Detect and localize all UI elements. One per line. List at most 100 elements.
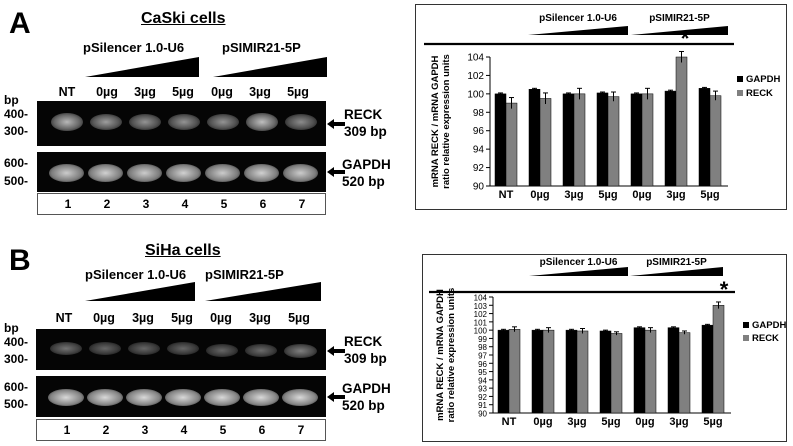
gapdh-gene-label: GAPDH 520 bp	[342, 380, 391, 414]
bar-reck	[712, 305, 725, 414]
lane-label: 0µg	[211, 85, 233, 99]
bar-reck	[542, 329, 555, 414]
bar-chart-b: * pSilencer 1.0-U6 pSIMIR21-5P 909192939495…	[429, 257, 786, 428]
dose-wedge	[630, 267, 723, 276]
lane-number: 2	[103, 197, 111, 211]
dose-wedge-control	[85, 57, 199, 77]
reck-band	[285, 114, 317, 130]
lane-label: 3µg	[134, 85, 156, 99]
bar-reck	[539, 98, 552, 187]
dose-wedge-mir	[205, 282, 321, 301]
reck-arrow-icon	[327, 119, 345, 129]
bar-gapdh	[497, 329, 510, 414]
legend-swatch	[743, 322, 749, 328]
x-tick-label: 0µg	[533, 416, 552, 428]
marker-400: 400-	[4, 335, 29, 349]
reck-gel	[36, 329, 326, 370]
band-size: 520 bp	[342, 398, 385, 413]
gapdh-band	[165, 389, 201, 406]
lane-label: 5µg	[172, 85, 194, 99]
lane-number: 1	[63, 423, 71, 437]
bar-gapdh	[565, 329, 578, 414]
lane-label: 5µg	[171, 311, 193, 325]
bar-gapdh	[599, 330, 612, 414]
y-axis-label: mRNA RECK / mRNA GAPDH	[435, 289, 446, 421]
band-size: 520 bp	[342, 174, 385, 189]
bar-reck	[678, 332, 691, 414]
lane-number-row: 1 2 3 4 5 6 7	[36, 419, 326, 441]
dose-wedge	[528, 26, 628, 35]
reck-band	[90, 114, 122, 130]
gapdh-band	[243, 389, 279, 406]
gapdh-band	[283, 164, 318, 182]
y-tick-label: 96	[478, 360, 487, 369]
lane-label: 3µg	[132, 311, 154, 325]
reck-gene-label: RECK 309 bp	[344, 106, 387, 140]
lane-label: 0µg	[96, 85, 118, 99]
y-tick-label: 100	[467, 89, 484, 100]
lane-label: 0µg	[93, 311, 115, 325]
bp-unit: bp	[4, 321, 19, 335]
bar-reck	[644, 329, 657, 414]
marker-500: 500-	[4, 397, 29, 411]
x-tick-label: 5µg	[598, 189, 617, 201]
y-tick-label: 103	[474, 302, 488, 311]
legend-label: RECK	[746, 88, 773, 99]
chart-box-b: * pSilencer 1.0-U6 pSIMIR21-5P 90 91 92 93 94 95…	[422, 254, 787, 442]
lane-label: NT	[55, 311, 73, 325]
gapdh-gel	[36, 376, 326, 417]
marker-300: 300-	[4, 124, 29, 138]
reck-band	[51, 113, 83, 131]
marker-400: 400-	[4, 107, 29, 121]
x-tick-label: 5µg	[700, 189, 719, 201]
vector-label-control: pSilencer 1.0-U6	[83, 40, 185, 55]
lane-number: 2	[102, 423, 110, 437]
reck-band	[89, 342, 121, 355]
x-tick-label: 0µg	[632, 189, 651, 201]
dose-wedge-mir	[213, 57, 327, 77]
bar-gapdh	[698, 88, 711, 187]
bar-gapdh	[630, 93, 643, 187]
y-tick-label: 90	[473, 182, 485, 193]
dose-wedge-control	[85, 282, 195, 301]
cell-line-title: SiHa cells	[145, 242, 221, 259]
reck-band	[245, 344, 277, 357]
lane-number: 5	[220, 197, 228, 211]
lane-number: 3	[142, 197, 150, 211]
chart-box-a: * pSilencer 1.0-U6 pSIMIR21-5P 90 92 94 96 98 10…	[415, 4, 787, 210]
y-tick-label: 98	[473, 108, 485, 119]
band-size: 309 bp	[344, 351, 387, 366]
bar-reck	[709, 95, 722, 187]
legend-label: GAPDH	[752, 320, 786, 331]
bar-gapdh	[494, 93, 507, 187]
lane-number: 3	[141, 423, 149, 437]
vector-label: pSIMIR21-5P	[649, 13, 710, 24]
y-tick-label: 96	[473, 126, 485, 137]
lane-number: 7	[297, 423, 305, 437]
reck-band	[206, 344, 238, 357]
reck-band	[129, 114, 161, 130]
marker-500: 500-	[4, 174, 29, 188]
y-tick-label: 94	[473, 145, 485, 156]
bar-reck	[505, 102, 518, 187]
lane-label: 5µg	[287, 85, 309, 99]
gapdh-band	[205, 164, 240, 182]
legend-label: GAPDH	[746, 74, 780, 85]
lane-number: 7	[298, 197, 306, 211]
significance-star: *	[720, 277, 729, 302]
x-tick-label: NT	[502, 416, 517, 428]
y-axis-label: ratio relative expression units	[441, 54, 452, 189]
x-tick-label: 5µg	[601, 416, 620, 428]
y-tick-label: 99	[478, 335, 487, 344]
lane-number: 6	[258, 423, 266, 437]
lane-label: 0µg	[210, 311, 232, 325]
bar-reck	[610, 333, 623, 414]
reck-band	[284, 344, 317, 358]
lane-label: 3µg	[249, 311, 271, 325]
gapdh-band	[126, 389, 162, 406]
gene-name: RECK	[344, 334, 383, 349]
lane-label: NT	[58, 85, 76, 99]
bar-gapdh	[562, 93, 575, 187]
reck-gene-label: RECK 309 bp	[344, 333, 387, 367]
marker-600: 600-	[4, 156, 29, 170]
